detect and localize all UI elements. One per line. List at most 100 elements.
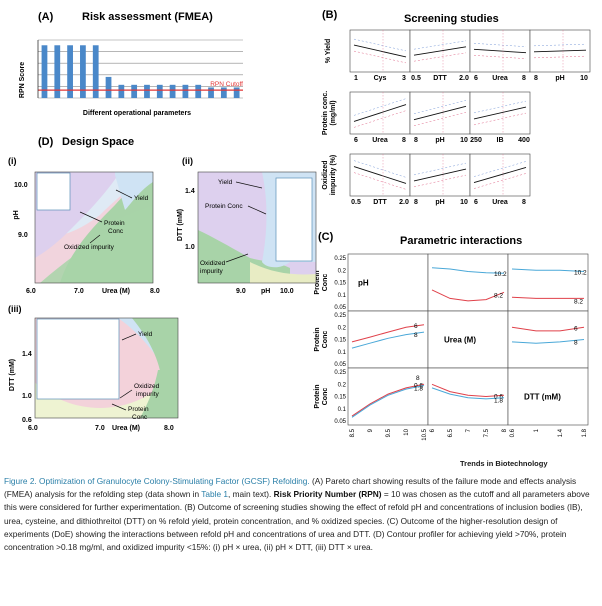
caption-bold-rpn: Risk Priority Number (RPN) (273, 489, 382, 500)
sub-ii-ann-yield: Yield (218, 179, 233, 186)
interaction-cell (347, 253, 429, 312)
interaction-ytick: 0.2 (338, 268, 347, 274)
panel-d-title: Design Space (62, 136, 134, 148)
screening-xtick: pH (555, 75, 564, 82)
screening-xtick: 2.0 (459, 75, 469, 82)
pareto-bar (233, 87, 240, 98)
screening-ylabel: Oxidizedimpurity (%) (322, 155, 337, 195)
pareto-bar (195, 84, 202, 98)
pareto-bar (92, 45, 99, 98)
sub-ii-xtick-2: 10.0 (280, 288, 294, 295)
sub-ii-label: (ii) (182, 156, 193, 166)
screening-xtick: 8 (534, 75, 538, 82)
interaction-series-line (511, 268, 585, 272)
interaction-ylabel: ProteinConc (314, 384, 329, 408)
screening-xtick: 10 (460, 199, 468, 206)
interaction-ytick: 0.25 (334, 370, 346, 376)
interaction-series-label: 8 (416, 375, 420, 382)
pareto-bar (220, 87, 227, 98)
pareto-bar (105, 76, 112, 98)
screening-studies-chart: (B) Screening studies % Yield 1 Cys 3 0.5 DTT… (322, 9, 591, 206)
pareto-chart: (A) Risk assessment (FMEA) RPN Score RPN… (19, 11, 243, 117)
screening-xtick: 6 (474, 75, 478, 82)
interaction-ytick: 0.25 (334, 313, 346, 319)
screening-xtick: Urea (492, 199, 508, 206)
rpn-cutoff-label: RPN Cutoff (210, 81, 243, 88)
interaction-xtick: 8 (502, 428, 508, 432)
caption-text-2: , main text). (228, 489, 274, 500)
interaction-diag-label: Urea (M) (444, 336, 476, 345)
screening-xtick: 8 (414, 199, 418, 206)
interaction-series-line (431, 383, 505, 398)
panel-a-ylabel: RPN Score (19, 62, 26, 98)
interaction-ytick: 0.1 (338, 293, 347, 299)
interaction-cell (427, 367, 509, 426)
interaction-xtick: 1.8 (582, 428, 588, 437)
interaction-cell (507, 253, 589, 312)
screening-trend-line (473, 106, 527, 120)
sub-i-ann-yield: Yield (134, 195, 149, 202)
sub-i-ann-protein: Protein (104, 220, 125, 227)
screening-xtick: pH (435, 199, 444, 206)
sub-iii-ytick-2: 1.0 (22, 393, 32, 400)
panel-a-xlabel: Different operational parameters (83, 110, 191, 117)
pareto-bar (156, 84, 163, 98)
interaction-series-label: 10.2 (574, 269, 587, 276)
sub-iii-ylabel: DTT (mM) (9, 359, 16, 391)
interaction-series-label: 8 (414, 332, 418, 339)
interaction-series-label: 10.2 (494, 271, 507, 278)
interaction-series-line (351, 385, 425, 418)
interaction-cell (507, 367, 589, 426)
interaction-cell (507, 310, 589, 369)
interaction-series-label: 6 (414, 323, 418, 330)
interaction-series-line (351, 383, 425, 417)
interaction-series-line (431, 289, 505, 302)
interaction-series-label: 8.2 (494, 292, 503, 299)
interaction-ytick: 0.15 (334, 338, 346, 344)
screening-xtick: 10 (580, 75, 588, 82)
sub-iii-ytick-1: 1.4 (22, 351, 32, 358)
screening-trend-line (353, 104, 407, 122)
sub-iii-ytick-3: 0.6 (22, 417, 32, 424)
screening-trend-line (473, 167, 527, 183)
sub-ii-ann-oxidized: Oxidized (200, 260, 226, 267)
screening-xtick: 250 (470, 137, 482, 144)
pareto-bar (41, 45, 48, 98)
sub-i-xtick-1: 6.0 (26, 288, 36, 295)
interaction-series-line (511, 296, 584, 299)
sub-iii-ann-protein: Protein (128, 406, 149, 413)
panel-a-title: Risk assessment (FMEA) (82, 11, 213, 23)
screening-xtick: 2.0 (399, 199, 409, 206)
interaction-series-line (431, 267, 505, 274)
interaction-ytick: 0.1 (338, 350, 347, 356)
screening-xtick: 8 (402, 137, 406, 144)
table-1-link[interactable]: Table 1 (201, 489, 228, 500)
interaction-ylabel: ProteinConc (314, 270, 329, 294)
screening-xtick: 1 (354, 75, 358, 82)
screening-xtick: DTT (433, 75, 447, 82)
screening-trend-line (413, 168, 467, 182)
interaction-xtick: 8.5 (350, 428, 356, 437)
pareto-bar (118, 84, 125, 98)
interaction-ytick: 0.2 (338, 325, 347, 331)
screening-trend-line (533, 49, 587, 53)
panel-c-letter: (C) (318, 231, 334, 243)
sub-i-xtick-2: 7.0 (74, 288, 84, 295)
sub-ii-xtick-1: 9.0 (236, 288, 246, 295)
screening-xtick: 400 (518, 137, 530, 144)
pareto-bar (80, 45, 86, 98)
screening-xtick: 8 (414, 137, 418, 144)
caption-heading: Figure 2. Optimization of Granulocyte Co… (4, 476, 310, 486)
design-space-ii: (ii) Yield Protein Conc Oxidized impurit… (177, 156, 317, 295)
interaction-series-label: 8 (574, 340, 578, 347)
screening-xtick: Cys (374, 75, 387, 82)
screening-trend-line (413, 46, 467, 56)
sub-iii-label: (iii) (8, 304, 22, 314)
interaction-ytick: 0.05 (334, 419, 346, 425)
interaction-diag-label: DTT (mM) (524, 393, 561, 402)
interaction-xtick: 7 (466, 428, 472, 432)
sub-iii-ann-impurity: impurity (136, 391, 160, 398)
design-space-iii: (iii) Yield Oxidized impurity Protein Co… (8, 304, 179, 432)
parametric-interactions-chart: (C) Parametric interactions ProteinConc 0… (314, 231, 589, 441)
sub-ii-ytick-1: 1.4 (185, 188, 195, 195)
